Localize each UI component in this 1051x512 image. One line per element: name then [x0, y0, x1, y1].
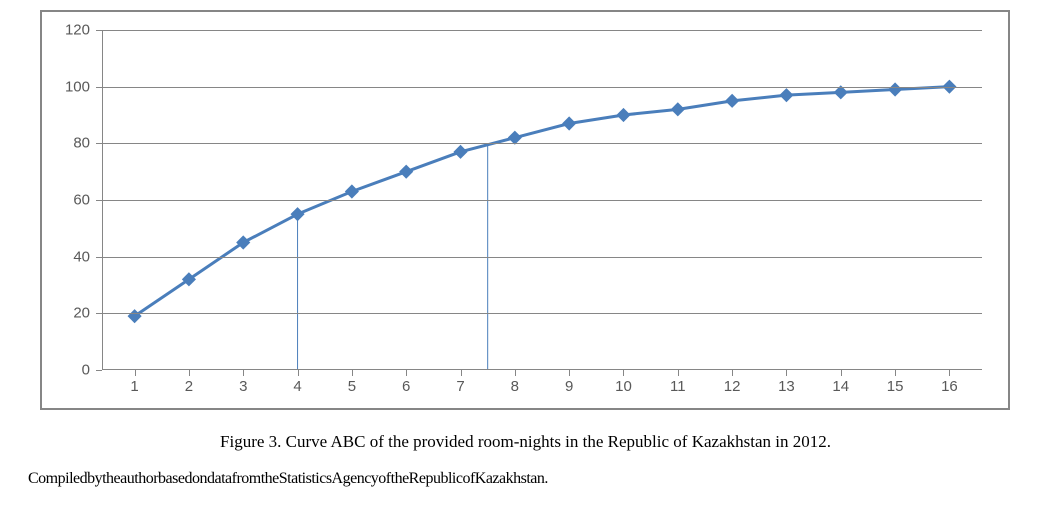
series-marker	[671, 102, 685, 116]
series-marker	[725, 94, 739, 108]
x-tick-label: 4	[293, 378, 301, 395]
x-tick	[895, 370, 896, 376]
series-marker	[453, 145, 467, 159]
x-tick-label: 9	[565, 378, 573, 395]
x-tick-label: 15	[887, 378, 904, 395]
x-tick-label: 14	[832, 378, 849, 395]
x-tick-label: 10	[615, 378, 632, 395]
x-axis	[102, 369, 982, 370]
series-marker	[562, 116, 576, 130]
x-tick	[841, 370, 842, 376]
x-tick	[135, 370, 136, 376]
x-tick-label: 16	[941, 378, 958, 395]
x-tick	[406, 370, 407, 376]
x-tick-label: 1	[130, 378, 138, 395]
x-tick-label: 6	[402, 378, 410, 395]
x-tick	[461, 370, 462, 376]
x-tick-label: 5	[348, 378, 356, 395]
y-axis	[102, 30, 103, 370]
gridline	[102, 313, 982, 314]
gridline	[102, 257, 982, 258]
figure-caption: Figure 3. Curve ABC of the provided room…	[0, 432, 1051, 452]
series-line	[135, 87, 950, 316]
series-marker	[399, 165, 413, 179]
x-tick-label: 7	[456, 378, 464, 395]
x-tick	[949, 370, 950, 376]
x-tick-label: 12	[724, 378, 741, 395]
x-tick	[298, 370, 299, 376]
y-tick-label: 40	[73, 248, 90, 265]
series-marker	[290, 207, 304, 221]
series-marker	[616, 108, 630, 122]
x-tick	[243, 370, 244, 376]
y-tick-label: 80	[73, 135, 90, 152]
y-tick-label: 20	[73, 305, 90, 322]
x-tick	[786, 370, 787, 376]
y-tick-label: 60	[73, 192, 90, 209]
y-tick-label: 120	[65, 22, 90, 39]
x-tick-label: 11	[670, 378, 686, 395]
y-tick	[96, 370, 102, 371]
x-tick-label: 3	[239, 378, 247, 395]
x-tick	[352, 370, 353, 376]
y-tick-label: 100	[65, 78, 90, 95]
x-tick	[623, 370, 624, 376]
series-marker	[888, 82, 902, 96]
x-tick	[569, 370, 570, 376]
x-tick-label: 8	[511, 378, 519, 395]
series-marker	[345, 184, 359, 198]
gridline	[102, 87, 982, 88]
gridline	[102, 143, 982, 144]
figure-source: CompiledbytheauthorbasedondatafromtheSta…	[28, 470, 548, 488]
x-tick-label: 2	[185, 378, 193, 395]
x-tick	[678, 370, 679, 376]
x-tick	[732, 370, 733, 376]
series-marker	[779, 88, 793, 102]
abc-curve-chart: 02040608010012012345678910111213141516	[102, 30, 982, 370]
x-tick	[189, 370, 190, 376]
gridline	[102, 200, 982, 201]
gridline	[102, 30, 982, 31]
chart-frame: 02040608010012012345678910111213141516	[40, 10, 1010, 410]
x-tick-label: 13	[778, 378, 795, 395]
x-tick	[515, 370, 516, 376]
y-tick-label: 0	[82, 362, 90, 379]
